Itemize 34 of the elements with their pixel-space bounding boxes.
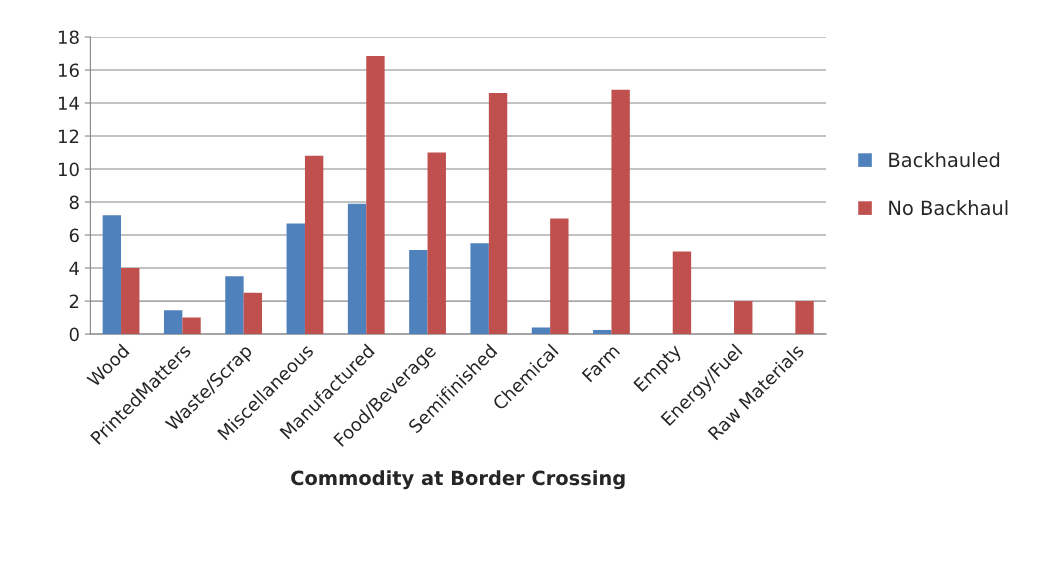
y-tick-label: 6 [69,228,79,243]
bar [550,218,569,335]
bar [102,215,122,335]
bar [409,249,428,335]
y-tick-label: 4 [69,261,79,275]
legend-label: Backhauled [889,152,1000,168]
y-tick-label: 2 [69,294,79,308]
bar [672,251,692,335]
bar [734,301,753,335]
bar [225,276,244,335]
y-tick-label: 0 [69,327,79,342]
bar [470,243,489,335]
bar [488,93,508,335]
y-tick-label: 16 [58,63,79,78]
bar [304,155,324,335]
bar [531,327,551,335]
legend-label: No Backhaul [889,200,1008,216]
bar [593,329,612,335]
y-tick-label: 10 [58,162,79,177]
y-tick-label: 14 [58,96,79,110]
bar [795,301,814,335]
bar [611,89,630,335]
bar [182,317,201,335]
bar [163,310,183,335]
bar [243,292,263,335]
x-axis-title: Commodity at Border Crossing [291,470,625,490]
y-tick-label: 8 [69,195,79,210]
bar [286,223,305,335]
y-tick-label: 12 [58,129,79,143]
y-tick-label: 18 [58,30,79,45]
bar [121,268,140,335]
bar [427,152,446,335]
bar [347,203,367,335]
bar [366,55,385,335]
